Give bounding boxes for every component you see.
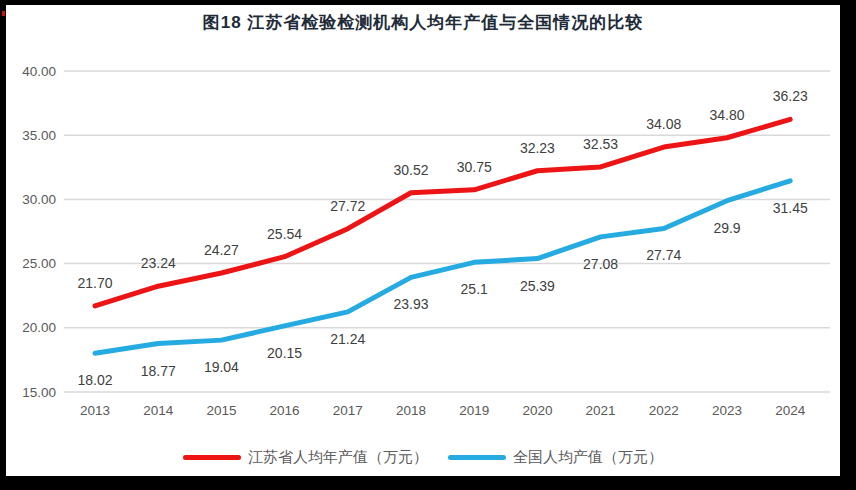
data-label: 23.24: [141, 255, 176, 271]
data-label: 19.04: [204, 359, 239, 375]
x-tick-label: 2013: [80, 403, 110, 418]
data-label: 24.27: [204, 242, 239, 258]
frame-edge-right: [840, 0, 856, 490]
x-tick-label: 2014: [143, 403, 174, 418]
figure-container: 图18 江苏省检验检测机构人均年产值与全国情况的比较 15.0020.0025.…: [0, 0, 856, 490]
legend-label-jiangsu: 江苏省人均年产值（万元）: [248, 448, 428, 467]
y-tick-label: 15.00: [22, 385, 56, 400]
x-tick-label: 2021: [586, 403, 616, 418]
legend-line-sample-national: [448, 455, 506, 460]
x-tick-label: 2019: [459, 403, 489, 418]
data-label: 25.1: [461, 281, 488, 297]
data-label: 25.39: [520, 278, 555, 294]
data-label: 20.15: [267, 345, 302, 361]
legend-label-national: 全国人均产值（万元）: [513, 448, 663, 467]
frame-edge-top: [0, 0, 856, 5]
data-label: 18.77: [141, 363, 176, 379]
series-line-jiangsu: [95, 119, 790, 306]
data-label: 34.08: [646, 116, 681, 132]
x-tick-label: 2015: [206, 403, 236, 418]
data-label: 31.45: [773, 200, 808, 216]
chart-legend: 江苏省人均年产值（万元） 全国人均产值（万元）: [6, 443, 840, 471]
legend-item-national: 全国人均产值（万元）: [448, 448, 663, 467]
data-label: 21.24: [330, 331, 365, 347]
y-tick-label: 30.00: [22, 192, 56, 207]
x-tick-label: 2018: [396, 403, 426, 418]
x-tick-label: 2022: [649, 403, 679, 418]
data-label: 23.93: [393, 296, 428, 312]
red-speck: [2, 11, 5, 16]
y-tick-label: 25.00: [22, 256, 56, 271]
x-tick-label: 2017: [333, 403, 363, 418]
x-tick-label: 2023: [712, 403, 742, 418]
line-chart: 15.00 20.00 25.00 30.00 35.00 40.00 2013 2014 20…: [0, 0, 856, 490]
data-label: 36.23: [773, 88, 808, 104]
data-label: 34.80: [709, 107, 744, 123]
x-tick-label: 2016: [270, 403, 300, 418]
y-tick-label: 40.00: [22, 64, 56, 79]
frame-edge-bottom: [0, 476, 856, 490]
data-label: 32.23: [520, 140, 555, 156]
data-label: 21.70: [77, 275, 112, 291]
data-label: 29.9: [713, 220, 740, 236]
data-label: 27.72: [330, 198, 365, 214]
data-label: 18.02: [77, 372, 112, 388]
x-tick-label: 2024: [775, 403, 806, 418]
data-label: 25.54: [267, 226, 302, 242]
x-tick-label: 2020: [522, 403, 552, 418]
data-label: 27.74: [646, 247, 681, 263]
data-label: 32.53: [583, 136, 618, 152]
frame-edge-left: [0, 0, 6, 490]
y-tick-label: 35.00: [22, 128, 56, 143]
data-label: 30.75: [457, 159, 492, 175]
legend-item-jiangsu: 江苏省人均年产值（万元）: [183, 448, 428, 467]
data-label: 27.08: [583, 256, 618, 272]
data-label: 30.52: [393, 162, 428, 178]
y-tick-label: 20.00: [22, 320, 56, 335]
legend-line-sample-jiangsu: [183, 455, 241, 460]
